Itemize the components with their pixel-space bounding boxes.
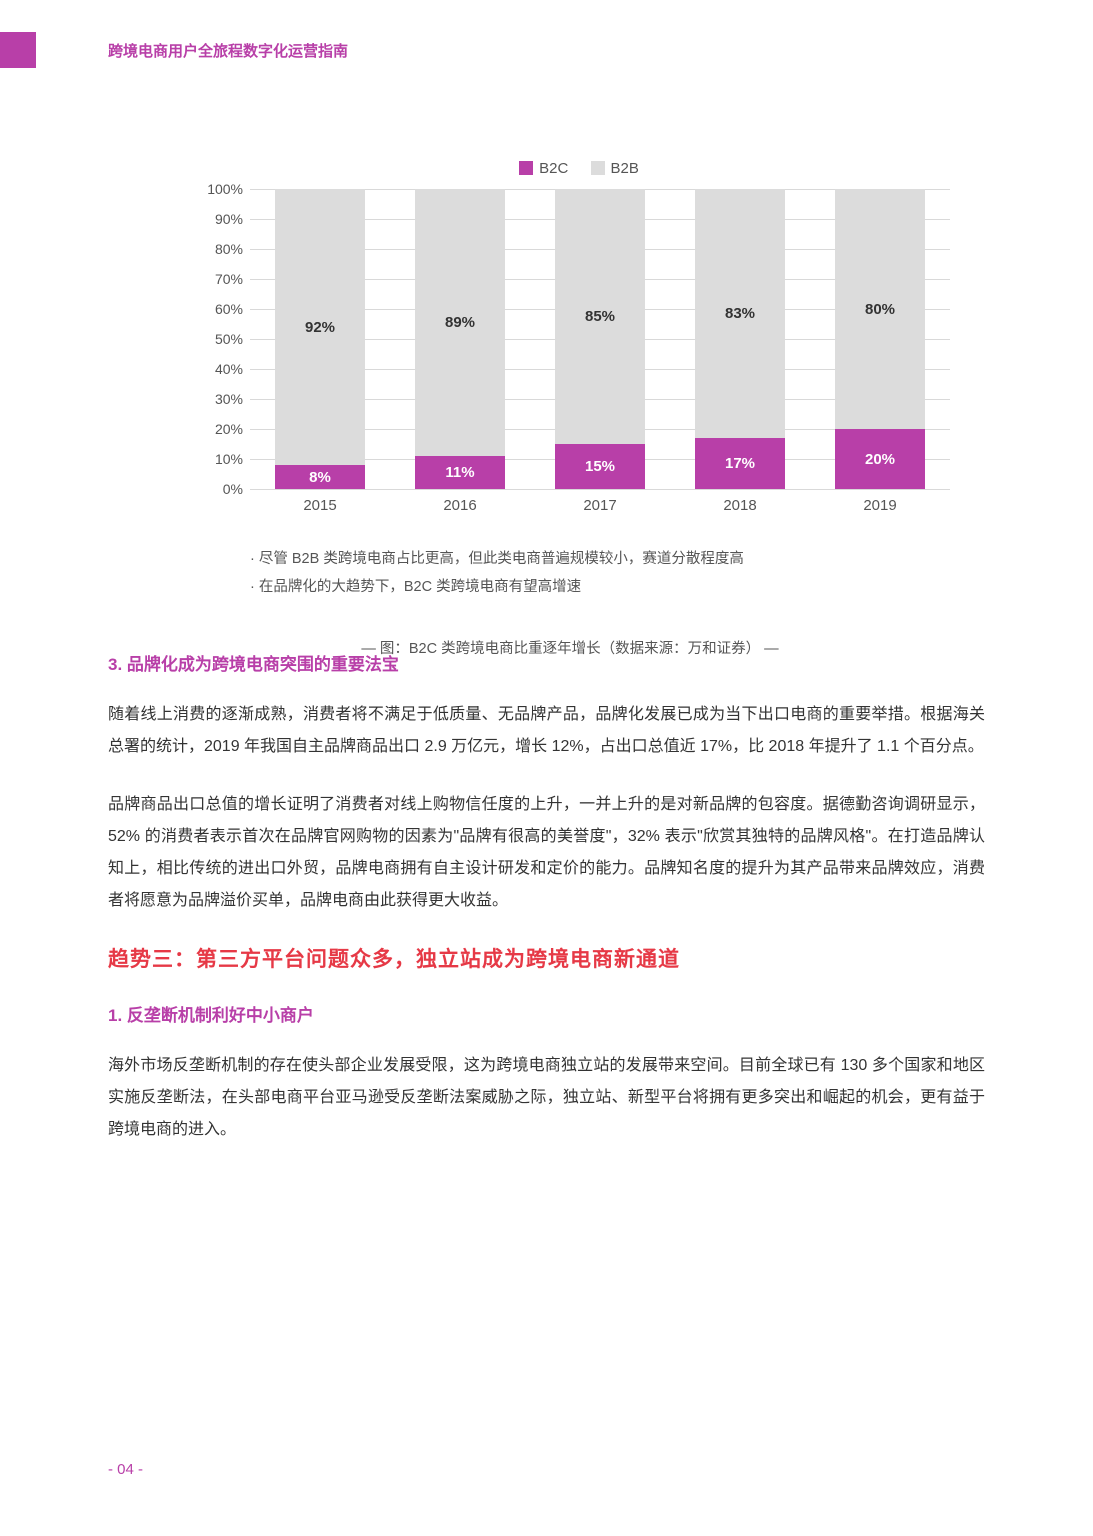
legend-swatch-b2b [591, 161, 605, 175]
bars-container: 92%8% 89%11% 85%15% 83%17% 80%20% [250, 189, 950, 489]
bar-group: 80%20% [835, 189, 925, 489]
bar-segment-b2c: 8% [275, 465, 365, 489]
chart-note-2: · 在品牌化的大趋势下，B2C 类跨境电商有望高增速 [250, 574, 950, 602]
chart-notes: · 尽管 B2B 类跨境电商占比更高，但此类电商普遍规模较小，赛道分散程度高 ·… [250, 546, 950, 601]
chart-plot-area: 0%10%20%30%40%50%60%70%80%90%100%92%8%89… [250, 189, 950, 489]
gridline [250, 489, 950, 490]
y-tick-label: 0% [195, 481, 243, 497]
chart-note-1: · 尽管 B2B 类跨境电商占比更高，但此类电商普遍规模较小，赛道分散程度高 [250, 546, 950, 574]
legend-label-b2c: B2C [539, 160, 568, 177]
x-tick-label: 2019 [835, 497, 925, 514]
bar-segment-b2c: 20% [835, 429, 925, 489]
bar-group: 89%11% [415, 189, 505, 489]
y-tick-label: 10% [195, 451, 243, 467]
section-3-para-1: 随着线上消费的逐渐成熟，消费者将不满足于低质量、无品牌产品，品牌化发展已成为当下… [108, 699, 985, 763]
bar-segment-b2b: 92% [275, 189, 365, 465]
accent-tab [0, 32, 36, 68]
chart-x-axis: 2015 2016 2017 2018 2019 [250, 489, 950, 514]
x-tick-label: 2016 [415, 497, 505, 514]
body-content: 3. 品牌化成为跨境电商突围的重要法宝 随着线上消费的逐渐成熟，消费者将不满足于… [108, 650, 985, 1172]
trend-3-sub-1-heading: 1. 反垄断机制利好中小商户 [108, 1001, 985, 1026]
y-tick-label: 20% [195, 421, 243, 437]
bar-segment-b2b: 80% [835, 189, 925, 429]
x-tick-label: 2015 [275, 497, 365, 514]
legend-label-b2b: B2B [611, 160, 639, 177]
section-3-heading: 3. 品牌化成为跨境电商突围的重要法宝 [108, 650, 985, 675]
trend-3-sub-1-para-1: 海外市场反垄断机制的存在使头部企业发展受限，这为跨境电商独立站的发展带来空间。目… [108, 1050, 985, 1146]
x-tick-label: 2017 [555, 497, 645, 514]
bar-group: 85%15% [555, 189, 645, 489]
y-tick-label: 90% [195, 211, 243, 227]
page-header-title: 跨境电商用户全旅程数字化运营指南 [108, 40, 348, 61]
bar-group: 83%17% [695, 189, 785, 489]
trend-3-heading: 趋势三：第三方平台问题众多，独立站成为跨境电商新通道 [108, 943, 985, 973]
y-tick-label: 80% [195, 241, 243, 257]
bar-segment-b2b: 85% [555, 189, 645, 444]
bar-segment-b2c: 15% [555, 444, 645, 489]
stacked-bar-chart: B2C B2B 0%10%20%30%40%50%60%70%80%90%100… [190, 160, 950, 658]
chart-legend: B2C B2B [190, 160, 950, 177]
bar-segment-b2b: 89% [415, 189, 505, 456]
bar-group: 92%8% [275, 189, 365, 489]
y-tick-label: 30% [195, 391, 243, 407]
bar-segment-b2b: 83% [695, 189, 785, 438]
bar-segment-b2c: 11% [415, 456, 505, 489]
section-3-para-2: 品牌商品出口总值的增长证明了消费者对线上购物信任度的上升，一并上升的是对新品牌的… [108, 789, 985, 917]
bar-segment-b2c: 17% [695, 438, 785, 489]
page-number: - 04 - [108, 1461, 143, 1478]
legend-swatch-b2c [519, 161, 533, 175]
y-tick-label: 60% [195, 301, 243, 317]
y-tick-label: 50% [195, 331, 243, 347]
x-tick-label: 2018 [695, 497, 785, 514]
y-tick-label: 100% [195, 181, 243, 197]
y-tick-label: 40% [195, 361, 243, 377]
y-tick-label: 70% [195, 271, 243, 287]
